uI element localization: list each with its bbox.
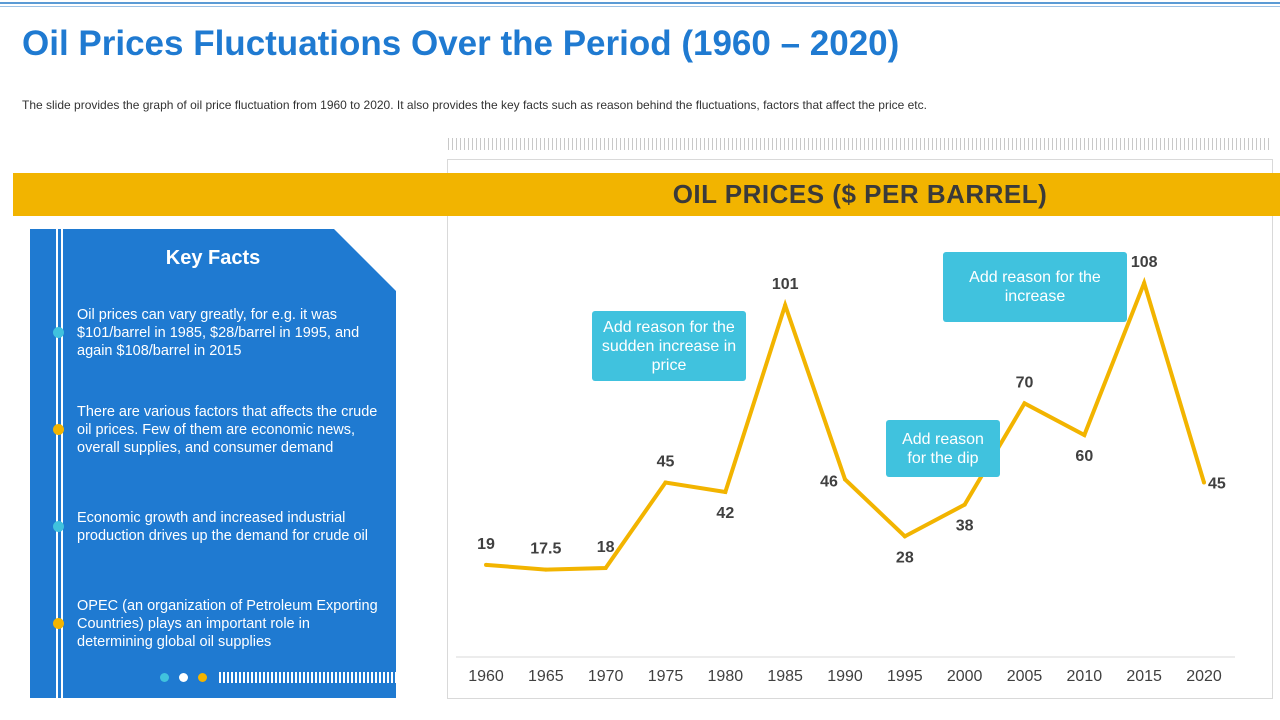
data-point — [902, 534, 907, 539]
data-point — [1202, 480, 1206, 485]
data-label: 28 — [896, 549, 914, 566]
page-subtitle: The slide provides the graph of oil pric… — [22, 98, 927, 112]
data-point — [1082, 433, 1087, 437]
data-point — [1022, 401, 1027, 406]
bullet-dot — [53, 424, 64, 435]
data-label: 70 — [1016, 374, 1034, 391]
key-fact-item: Oil prices can vary greatly, for e.g. it… — [77, 307, 360, 359]
chart-frame — [447, 159, 1273, 699]
key-fact-item: OPEC (an organization of Petroleum Expor… — [77, 598, 378, 650]
data-label: 19 — [477, 536, 495, 553]
bullet-dot — [53, 521, 64, 532]
data-label: 108 — [1131, 254, 1158, 271]
x-tick-label: 2020 — [1186, 668, 1222, 685]
pager-dot — [198, 673, 207, 682]
pager-dot — [179, 673, 188, 682]
data-point — [663, 480, 668, 485]
data-label: 45 — [657, 454, 675, 471]
callout-increase: Add reason for the increase — [943, 252, 1127, 322]
callout-dip: Add reason for the dip — [886, 420, 1000, 477]
bullet-dot — [53, 618, 64, 629]
data-point — [484, 562, 488, 567]
title-band — [13, 173, 1280, 216]
x-tick-label: 1985 — [767, 668, 803, 685]
data-label: 38 — [956, 518, 974, 535]
decorative-hatch — [448, 138, 1272, 150]
top-rule-thin — [0, 6, 1280, 7]
top-rule — [0, 2, 1280, 4]
x-tick-label: 1960 — [468, 668, 504, 685]
data-point — [543, 567, 548, 572]
data-point — [843, 477, 847, 482]
key-fact-item: There are various factors that affects t… — [77, 404, 378, 456]
data-label: 101 — [772, 276, 799, 293]
x-tick-label: 2005 — [1007, 668, 1043, 685]
data-label: 46 — [820, 473, 838, 490]
x-tick-label: 2010 — [1067, 668, 1103, 685]
callout-sudden-increase: Add reason for the sudden increase in pr… — [592, 311, 746, 381]
bullet-dot — [53, 327, 64, 338]
decorative-hatch — [219, 672, 396, 683]
x-tick-label: 1990 — [827, 668, 863, 685]
x-tick-label: 1970 — [588, 668, 624, 685]
data-label: 45 — [1208, 476, 1226, 493]
x-tick-label: 2000 — [947, 668, 983, 685]
pager-dot — [160, 673, 169, 682]
x-tick-label: 1975 — [648, 668, 684, 685]
key-fact-item: Economic growth and increased industrial… — [77, 510, 368, 544]
panel-rule — [61, 229, 63, 698]
page-title: Oil Prices Fluctuations Over the Period … — [22, 24, 900, 63]
data-point — [603, 566, 608, 570]
x-tick-label: 1995 — [887, 668, 923, 685]
data-point — [783, 303, 788, 308]
x-tick-label: 1980 — [708, 668, 744, 685]
x-tick-label: 1965 — [528, 668, 564, 685]
data-point — [723, 490, 728, 494]
data-label: 42 — [716, 505, 734, 522]
chart-title: OIL PRICES ($ PER BARREL) — [672, 179, 1048, 209]
data-point — [962, 502, 967, 507]
data-label: 17.5 — [530, 541, 561, 558]
data-point — [1142, 281, 1147, 285]
key-facts-heading: Key Facts — [165, 247, 261, 269]
key-facts-panel: Key Facts Oil prices can vary greatly, f… — [30, 229, 396, 698]
panel-rule — [56, 229, 58, 698]
data-label: 60 — [1075, 448, 1093, 465]
x-tick-label: 2015 — [1126, 668, 1162, 685]
data-label: 18 — [597, 539, 615, 556]
